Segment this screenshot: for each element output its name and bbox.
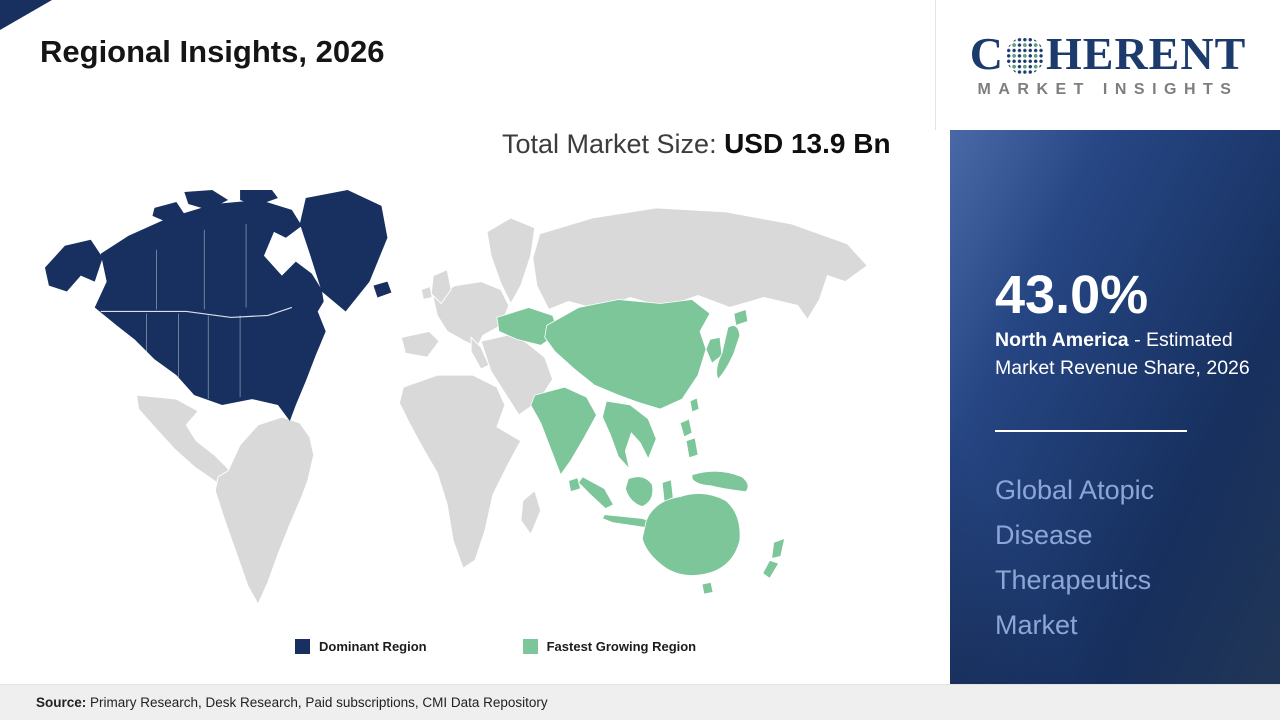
africa: [398, 374, 522, 570]
philippines-south: [685, 437, 699, 459]
dominant-region-label: Dominant Region: [319, 639, 427, 654]
total-market-size-label: Total Market Size:: [502, 129, 725, 159]
tasmania: [701, 581, 714, 595]
arctic-island-2: [240, 190, 278, 206]
source-label: Source:: [36, 695, 87, 710]
canada-usa: [94, 199, 326, 421]
source-bar: Source: Primary Research, Desk Research,…: [0, 684, 1280, 720]
arctic-island-1: [184, 190, 229, 210]
report-market-name: Global Atopic Disease Therapeutics Marke…: [995, 475, 1155, 640]
other-regions: [135, 207, 869, 606]
corner-triangle-decoration: [0, 0, 52, 30]
logo-herent: HERENT: [1045, 28, 1247, 79]
world-map: [44, 190, 869, 606]
source-list: Primary Research, Desk Research, Paid su…: [86, 695, 548, 710]
globe-dots-icon: [1005, 37, 1044, 75]
madagascar: [520, 489, 542, 536]
south-america: [214, 416, 315, 606]
china-mongolia: [544, 299, 711, 410]
dominant-region-swatch: [295, 639, 310, 654]
legend-item-dominant: Dominant Region: [295, 639, 427, 654]
map-legend: Dominant Region Fastest Growing Region: [295, 639, 792, 654]
market-share-description: North America - Estimated Market Revenue…: [995, 326, 1263, 382]
sumatra: [578, 476, 614, 510]
new-zealand-north: [771, 537, 786, 559]
share-desc-text: - Estimated Market Revenue Share, 2026: [995, 329, 1250, 379]
asia-pacific-region: [496, 299, 786, 595]
sulawesi: [661, 479, 674, 503]
philippines-north: [679, 418, 693, 438]
source-text: Source: Primary Research, Desk Research,…: [36, 695, 548, 710]
total-market-size-value: USD 13.9 Bn: [724, 128, 891, 159]
coherent-logo: C HERENT: [970, 31, 1247, 77]
arctic-island-3: [152, 201, 185, 222]
india: [530, 386, 597, 476]
new-guinea: [691, 470, 749, 493]
united-kingdom: [430, 268, 452, 305]
indochina: [602, 400, 657, 471]
sidebar-divider: [995, 430, 1187, 432]
logo-c: C: [969, 28, 1004, 79]
italy: [470, 336, 490, 370]
taiwan: [689, 397, 700, 413]
alaska: [44, 239, 103, 292]
fastest-region-label: Fastest Growing Region: [546, 639, 697, 654]
europe: [432, 281, 510, 348]
korea: [705, 336, 723, 364]
russia: [532, 207, 869, 321]
highlight-sidebar: 43.0% North America - Estimated Market R…: [950, 130, 1280, 685]
iceland: [373, 281, 392, 298]
hokkaido: [733, 308, 749, 326]
australia: [641, 493, 741, 576]
japan: [716, 325, 741, 380]
sri-lanka: [568, 477, 582, 493]
ireland: [420, 285, 433, 301]
page-title: Regional Insights, 2026: [40, 34, 385, 69]
state-province-lines: [146, 223, 247, 400]
us-canada-border: [100, 306, 293, 319]
logo-subtitle: MARKET INSIGHTS: [977, 81, 1239, 98]
logo-panel: C HERENT MARKET INSIGHTS: [935, 0, 1280, 130]
share-region-name: North America: [995, 329, 1129, 351]
greenland: [299, 190, 388, 312]
iberia: [400, 330, 440, 358]
north-america-region: [44, 190, 392, 421]
scandinavia: [486, 217, 536, 305]
total-market-size: Total Market Size: USD 13.9 Bn: [502, 124, 894, 164]
legend-item-fastest: Fastest Growing Region: [522, 639, 697, 654]
fastest-region-swatch: [522, 639, 538, 654]
new-zealand-south: [762, 559, 780, 579]
market-share-value: 43.0%: [995, 265, 1149, 325]
borneo: [624, 476, 654, 508]
